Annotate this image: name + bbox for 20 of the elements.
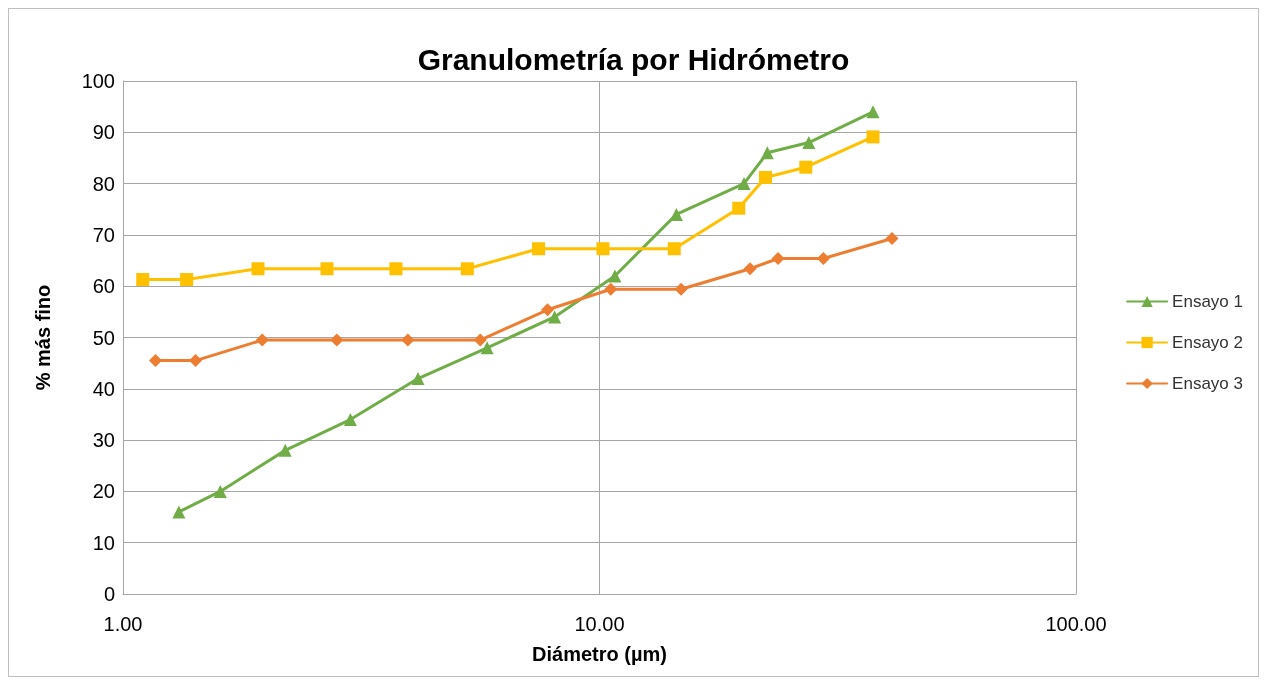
y-tick-label: 20	[92, 480, 115, 503]
y-axis-title: % más fino	[32, 284, 54, 391]
y-tick-label: 100	[81, 70, 115, 92]
y-tick-label: 60	[92, 275, 115, 298]
chart-title: Granulometría por Hidrómetro	[417, 42, 850, 76]
y-tick-label: 50	[92, 326, 115, 349]
legend-label: Ensayo 1	[1172, 292, 1244, 311]
y-tick-label: 0	[103, 583, 115, 605]
x-tick-label: 10.00	[574, 613, 625, 635]
y-tick-label: 40	[92, 377, 115, 400]
legend-label: Ensayo 2	[1172, 333, 1244, 352]
y-tick-label: 70	[92, 223, 115, 246]
x-tick-label: 1.00	[103, 613, 143, 635]
legend-label: Ensayo 3	[1172, 374, 1244, 393]
y-tick-label: 30	[92, 429, 115, 452]
y-tick-label: 10	[92, 531, 115, 554]
x-tick-label: 100.00	[1045, 613, 1107, 635]
y-tick-label: 80	[92, 172, 115, 195]
y-tick-label: 90	[92, 121, 115, 144]
x-axis-title: Diámetro (µm)	[532, 643, 667, 665]
